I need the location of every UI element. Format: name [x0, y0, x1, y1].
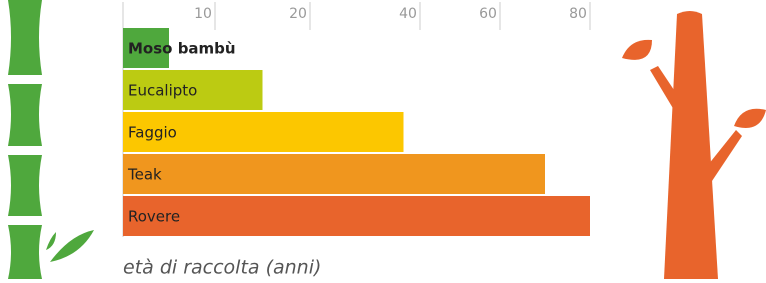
bar-label: Eucalipto [128, 82, 197, 100]
page: età di raccolta (anni) 10 20 40 60 80 Moso ba… [0, 0, 766, 279]
chart: età di raccolta (anni) 10 20 40 60 80 Moso ba… [0, 0, 766, 279]
x-tick-label: 20 [289, 6, 307, 22]
x-tick-label: 80 [569, 6, 587, 22]
bar-label: Moso bambù [128, 40, 236, 58]
x-tick-label: 10 [194, 6, 212, 22]
x-tick-label: 60 [479, 6, 497, 22]
bar-label: Rovere [128, 208, 180, 226]
x-axis-label: età di raccolta (anni) [123, 257, 321, 279]
x-tick-label: 40 [399, 6, 417, 22]
bar-label: Faggio [128, 124, 177, 142]
tree [622, 11, 766, 279]
bamboo [8, 0, 94, 279]
bar-label: Teak [127, 166, 162, 184]
bar [123, 154, 545, 194]
bar [123, 196, 590, 236]
